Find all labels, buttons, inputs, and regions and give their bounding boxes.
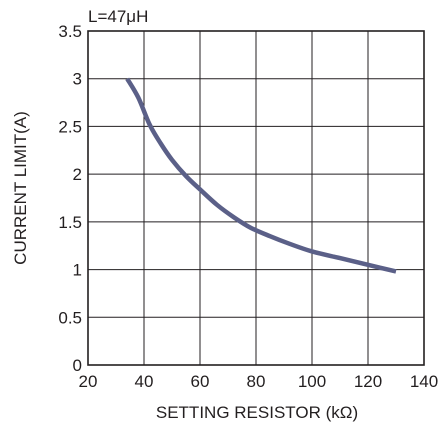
y-tick-label: 3.5 — [58, 22, 82, 41]
x-tick-label: 60 — [191, 372, 210, 391]
plot-frame — [87, 30, 425, 366]
x-tick-label: 80 — [247, 372, 266, 391]
inductance-annotation: L=47μH — [88, 7, 148, 26]
y-tick-labels: 0 0.5 1 1.5 2 2.5 3 3.5 — [58, 22, 82, 375]
current-limit-curve — [125, 77, 397, 274]
x-axis-title: SETTING RESISTOR (kΩ) — [156, 403, 358, 422]
series-layer — [125, 77, 397, 274]
grid-lines — [87, 30, 425, 366]
y-tick-label: 1 — [73, 261, 82, 280]
y-tick-label: 0.5 — [58, 308, 82, 327]
x-tick-label: 120 — [354, 372, 382, 391]
x-tick-label: 20 — [79, 372, 98, 391]
y-tick-label: 2 — [73, 165, 82, 184]
x-tick-label: 40 — [135, 372, 154, 391]
y-tick-label: 3 — [73, 70, 82, 89]
y-tick-label: 1.5 — [58, 213, 82, 232]
x-tick-labels: 20 40 60 80 100 120 140 — [79, 372, 439, 391]
x-tick-label: 140 — [410, 372, 438, 391]
x-tick-label: 100 — [298, 372, 326, 391]
y-axis-title: CURRENT LIMIT(A) — [11, 111, 30, 265]
y-tick-label: 2.5 — [58, 117, 82, 136]
y-tick-label: 0 — [73, 356, 82, 375]
